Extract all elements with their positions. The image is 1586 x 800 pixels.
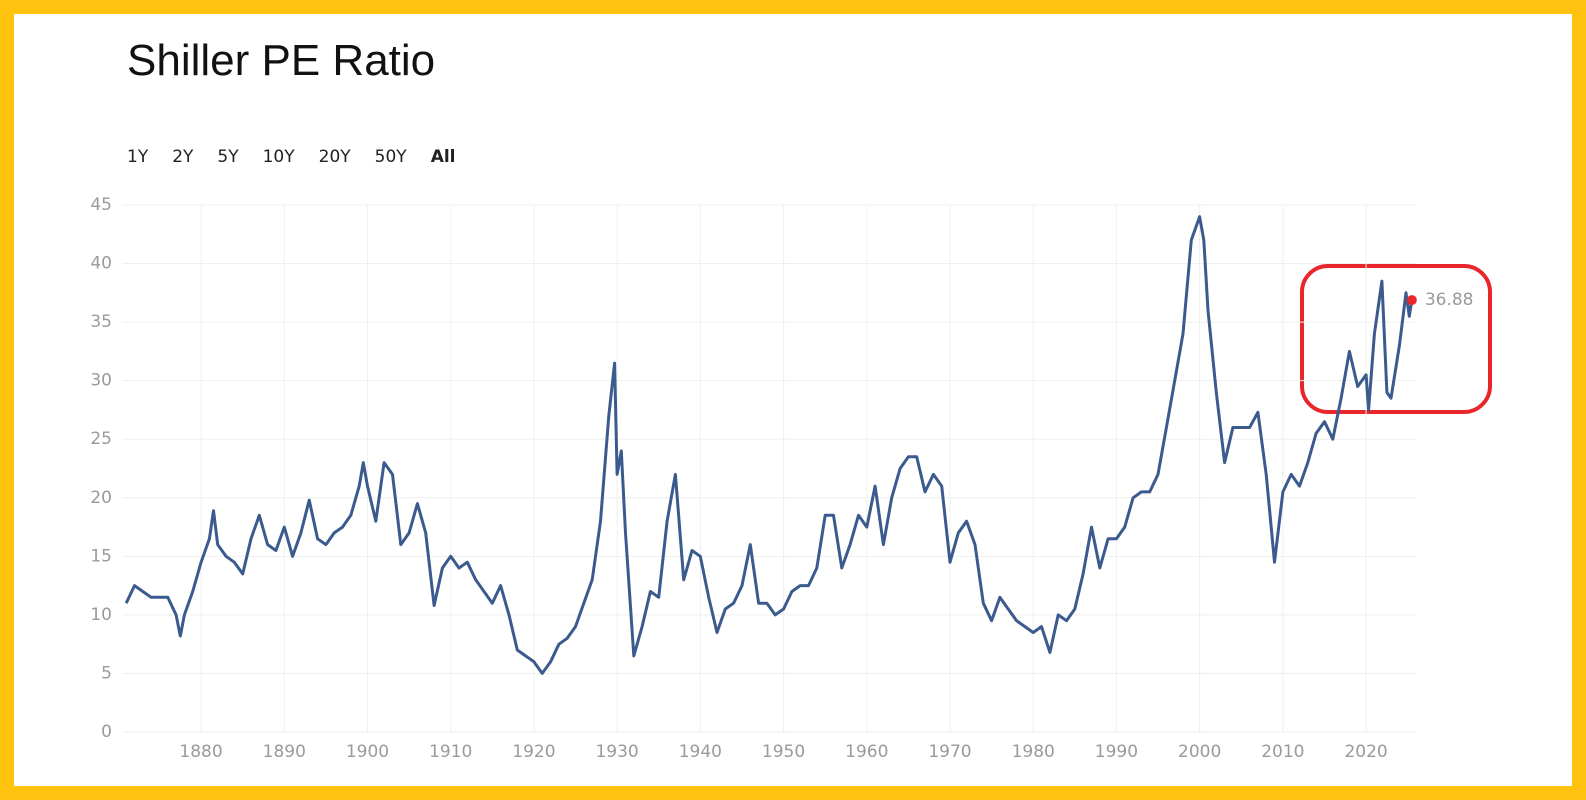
x-tick-label: 2020: [1344, 742, 1387, 762]
y-tick-label: 25: [90, 429, 112, 449]
y-tick-label: 10: [90, 605, 112, 625]
y-tick-label: 5: [101, 663, 112, 683]
x-tick-label: 2010: [1261, 742, 1304, 762]
range-button[interactable]: 5Y: [217, 147, 239, 167]
y-tick-label: 35: [90, 312, 112, 332]
x-tick-label: 1880: [179, 742, 222, 762]
y-tick-label: 45: [90, 195, 112, 215]
range-selector: 1Y 2Y 5Y 10Y 20Y 50Y All: [127, 147, 456, 167]
x-tick-label: 1890: [263, 742, 306, 762]
range-button[interactable]: 10Y: [262, 147, 295, 167]
range-button[interactable]: 1Y: [127, 147, 149, 167]
x-tick-label: 1920: [512, 742, 555, 762]
highlight-box: [1300, 264, 1492, 414]
chart-title: Shiller PE Ratio: [127, 36, 436, 85]
last-point: [1406, 295, 1417, 306]
x-tick-label: 1930: [595, 742, 638, 762]
x-tick-label: 1970: [928, 742, 971, 762]
y-tick-label: 40: [90, 254, 112, 274]
x-tick-label: 1900: [346, 742, 389, 762]
y-tick-label: 20: [90, 488, 112, 508]
last-value-label: 36.88: [1425, 290, 1474, 310]
x-tick-label: 1950: [762, 742, 805, 762]
range-button[interactable]: All: [430, 147, 456, 167]
x-tick-label: 1940: [679, 742, 722, 762]
y-tick-label: 15: [90, 546, 112, 566]
x-tick-label: 1980: [1012, 742, 1055, 762]
range-button[interactable]: 50Y: [374, 147, 407, 167]
line-series: [124, 215, 1414, 675]
x-tick-label: 1960: [845, 742, 888, 762]
y-tick-label: 0: [101, 722, 112, 742]
x-tick-label: 2000: [1178, 742, 1221, 762]
y-tick-label: 30: [90, 371, 112, 391]
range-button[interactable]: 20Y: [318, 147, 351, 167]
range-button[interactable]: 2Y: [172, 147, 194, 167]
x-tick-label: 1990: [1095, 742, 1138, 762]
x-tick-label: 1910: [429, 742, 472, 762]
